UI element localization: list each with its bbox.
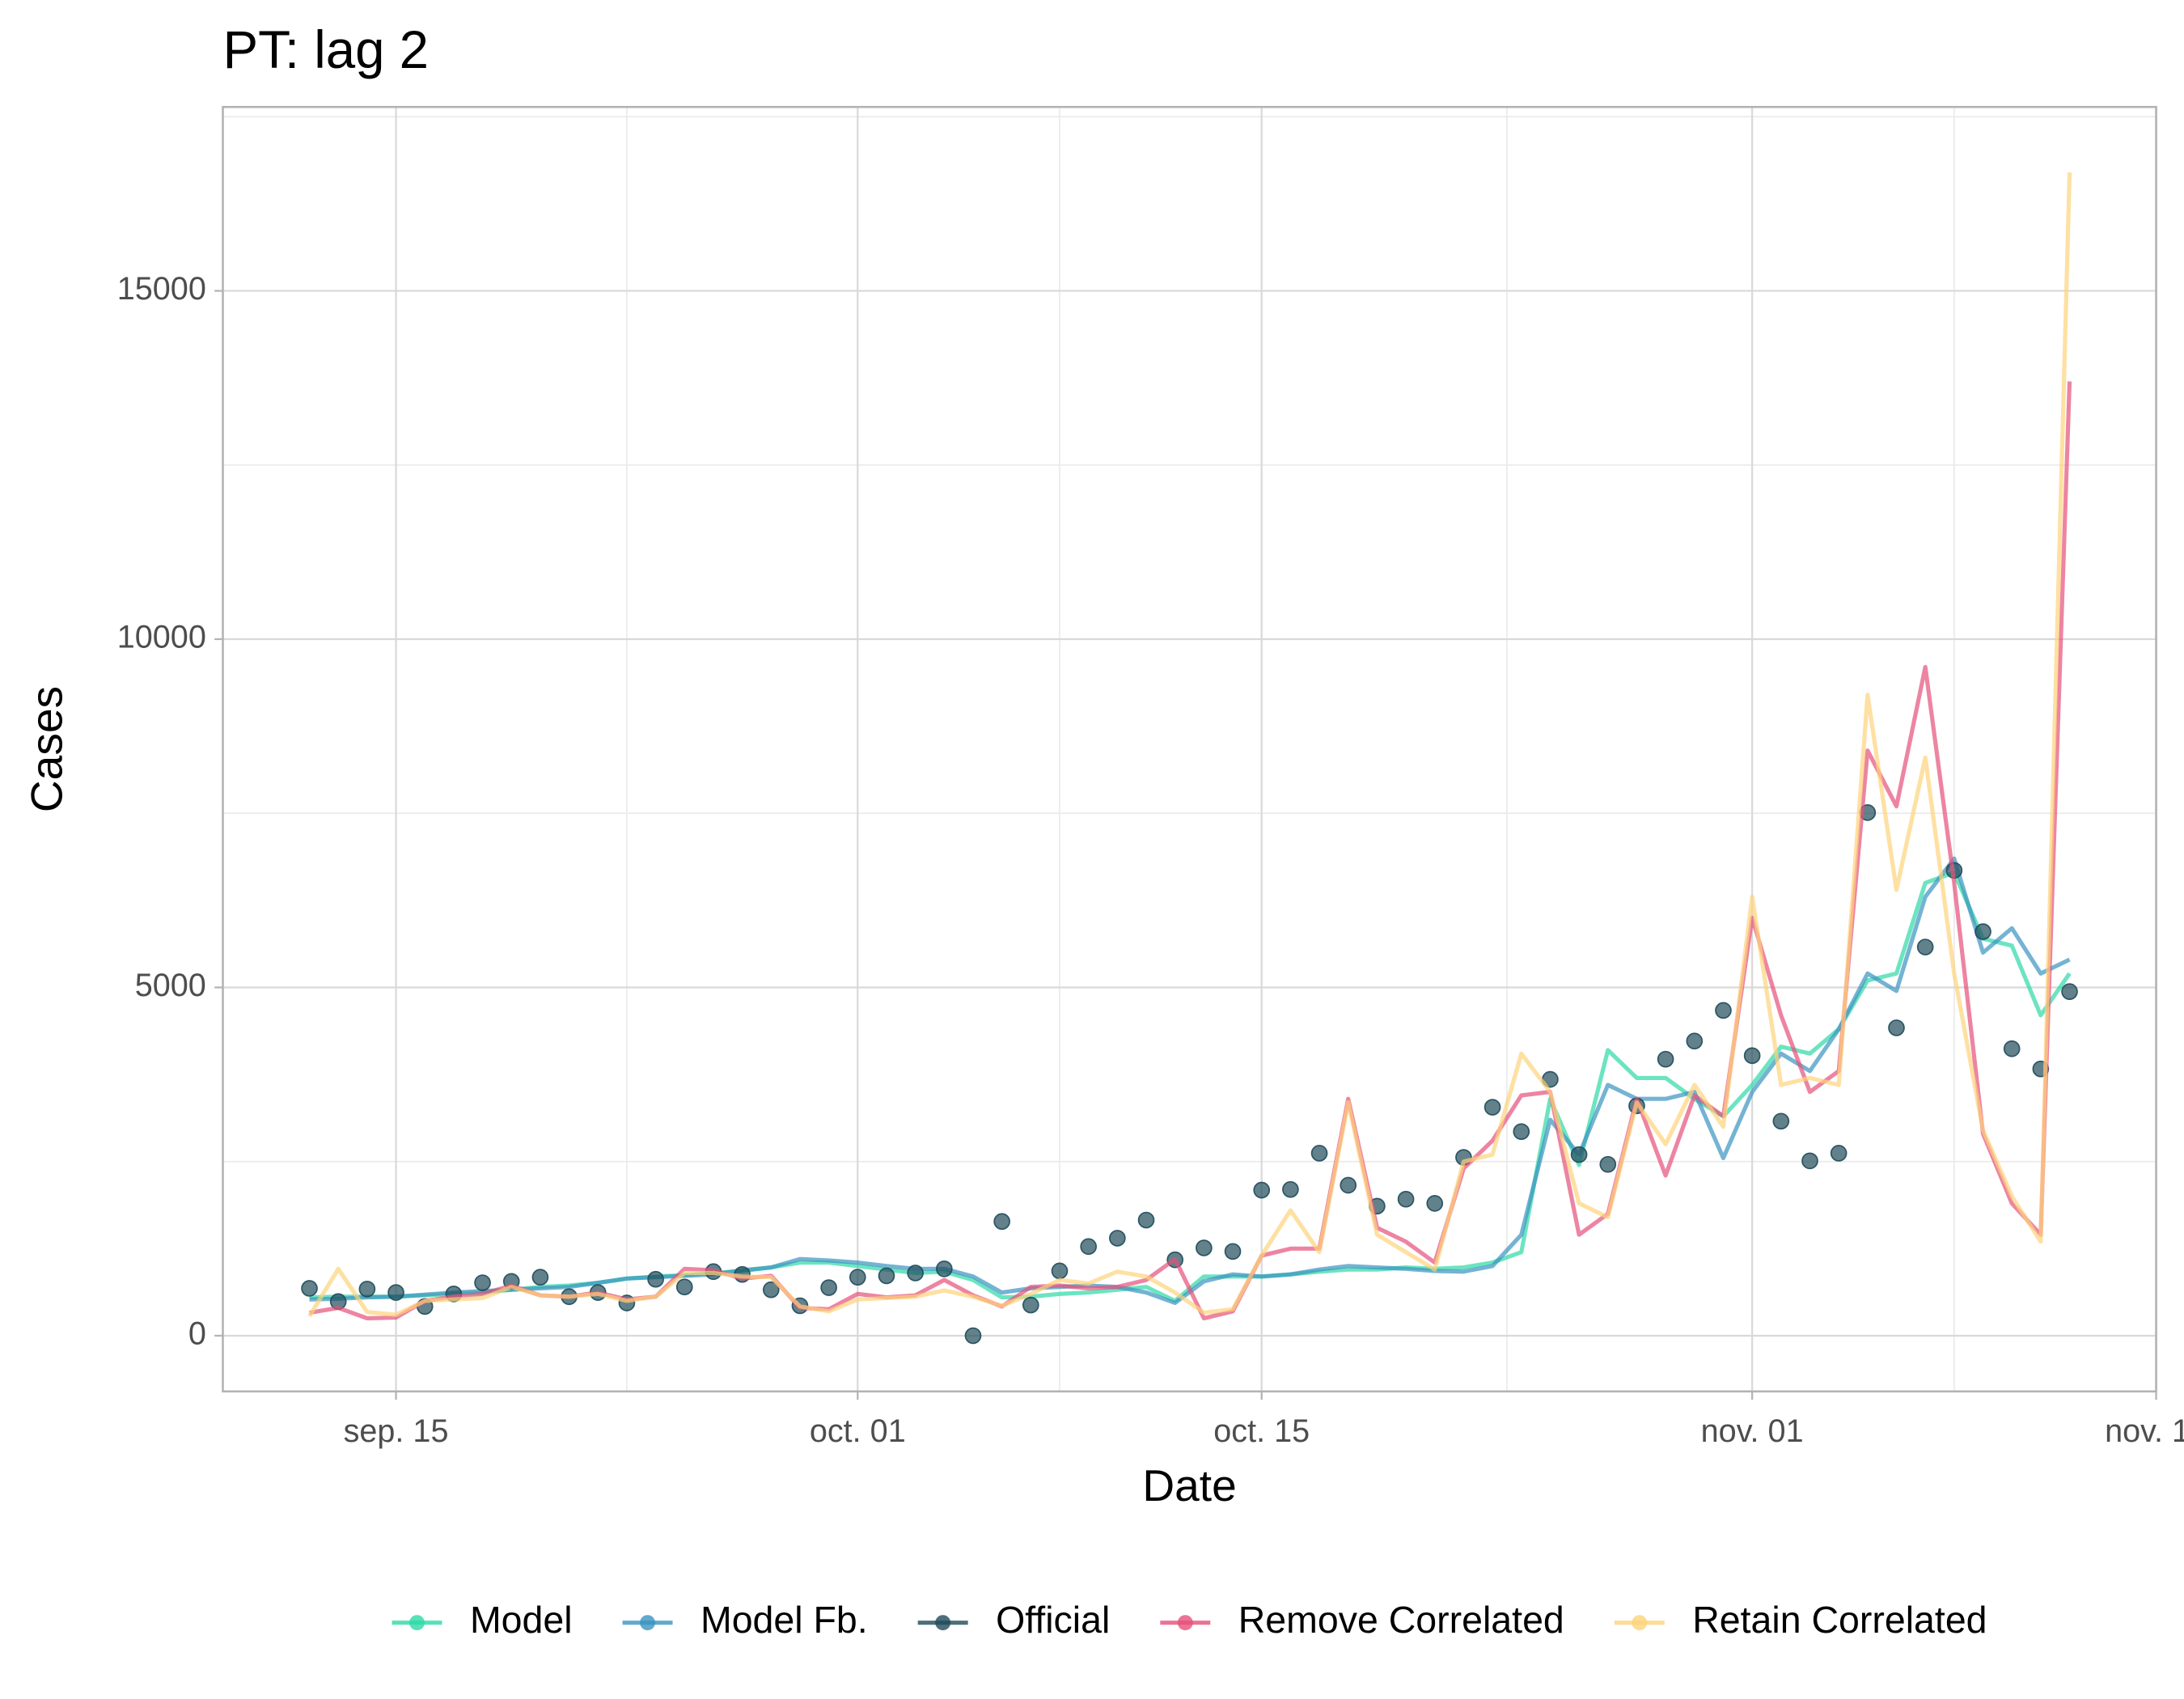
data-point bbox=[1340, 1176, 1357, 1194]
y-tick-label: 5000 bbox=[135, 968, 206, 1003]
data-point bbox=[1224, 1243, 1242, 1260]
plot-area bbox=[301, 172, 2078, 1345]
legend-label: Model bbox=[470, 1599, 573, 1641]
data-point bbox=[675, 1278, 693, 1296]
data-point bbox=[820, 1279, 837, 1296]
data-point bbox=[474, 1274, 491, 1291]
data-point bbox=[647, 1270, 664, 1288]
x-tick-label: oct. 15 bbox=[1213, 1413, 1310, 1449]
data-point bbox=[935, 1260, 953, 1277]
legend: Model Model Fb. Official Remove Correlated R… bbox=[392, 1599, 1987, 1641]
legend-key-dot bbox=[409, 1615, 425, 1631]
data-point bbox=[1310, 1145, 1328, 1162]
data-point bbox=[1137, 1211, 1155, 1229]
data-point bbox=[2061, 983, 2078, 1000]
data-point bbox=[1426, 1195, 1444, 1212]
data-point bbox=[1484, 1099, 1501, 1116]
data-point bbox=[1743, 1047, 1761, 1065]
data-point bbox=[1686, 1032, 1704, 1050]
x-axis-title: Date bbox=[1142, 1460, 1236, 1510]
data-point bbox=[849, 1269, 866, 1286]
y-tick-label: 10000 bbox=[117, 619, 206, 655]
x-tick-label: nov. 15 bbox=[2105, 1413, 2184, 1449]
data-point bbox=[1715, 1002, 1732, 1019]
data-point bbox=[1253, 1181, 1271, 1199]
data-point bbox=[1599, 1155, 1617, 1173]
data-point bbox=[993, 1213, 1010, 1231]
x-tick-label: nov. 01 bbox=[1701, 1413, 1804, 1449]
data-point bbox=[762, 1281, 780, 1299]
legend-item: Official bbox=[917, 1599, 1110, 1641]
data-point bbox=[1196, 1239, 1213, 1256]
legend-key-dot bbox=[640, 1615, 656, 1631]
data-point bbox=[1888, 1019, 1905, 1036]
data-point bbox=[2003, 1040, 2021, 1057]
data-point bbox=[907, 1265, 924, 1282]
legend-key-dot bbox=[935, 1615, 951, 1631]
y-tick-label: 0 bbox=[188, 1316, 206, 1351]
legend-item: Retain Correlated bbox=[1614, 1599, 1987, 1641]
legend-label: Official bbox=[996, 1599, 1110, 1641]
data-point bbox=[358, 1280, 376, 1298]
legend-key-dot bbox=[1632, 1615, 1648, 1631]
data-point bbox=[1916, 938, 1934, 955]
data-point bbox=[878, 1267, 895, 1285]
legend-item: Model bbox=[392, 1599, 573, 1641]
panel-border bbox=[222, 105, 2157, 1393]
legend-label: Model Fb. bbox=[700, 1599, 868, 1641]
y-tick-label: 15000 bbox=[117, 271, 206, 307]
data-point bbox=[1974, 923, 1991, 940]
legend-label: Remove Correlated bbox=[1238, 1599, 1564, 1641]
data-point bbox=[1772, 1112, 1790, 1130]
legend-key-dot bbox=[1177, 1615, 1193, 1631]
legend-label: Retain Correlated bbox=[1692, 1599, 1987, 1641]
y-axis-title: Cases bbox=[22, 686, 72, 812]
data-point bbox=[1022, 1296, 1039, 1314]
x-tick-label: oct. 01 bbox=[810, 1413, 906, 1449]
data-point bbox=[1397, 1190, 1415, 1208]
data-point bbox=[1513, 1123, 1530, 1141]
data-point bbox=[1657, 1050, 1674, 1068]
data-point bbox=[531, 1269, 549, 1286]
x-tick-label: sep. 15 bbox=[344, 1413, 449, 1449]
data-point bbox=[1830, 1145, 1848, 1162]
data-point bbox=[1051, 1262, 1069, 1280]
series-line bbox=[307, 172, 2072, 1318]
data-point bbox=[1801, 1152, 1818, 1170]
data-point bbox=[387, 1284, 404, 1301]
data-point bbox=[1282, 1180, 1299, 1198]
chart-title: PT: lag 2 bbox=[223, 20, 430, 79]
data-point bbox=[1570, 1146, 1588, 1163]
data-point bbox=[1080, 1238, 1098, 1256]
legend-item: Remove Correlated bbox=[1160, 1599, 1564, 1641]
data-point bbox=[964, 1327, 982, 1345]
data-point bbox=[301, 1280, 318, 1297]
legend-item: Model Fb. bbox=[622, 1599, 868, 1641]
data-point bbox=[1109, 1230, 1126, 1247]
